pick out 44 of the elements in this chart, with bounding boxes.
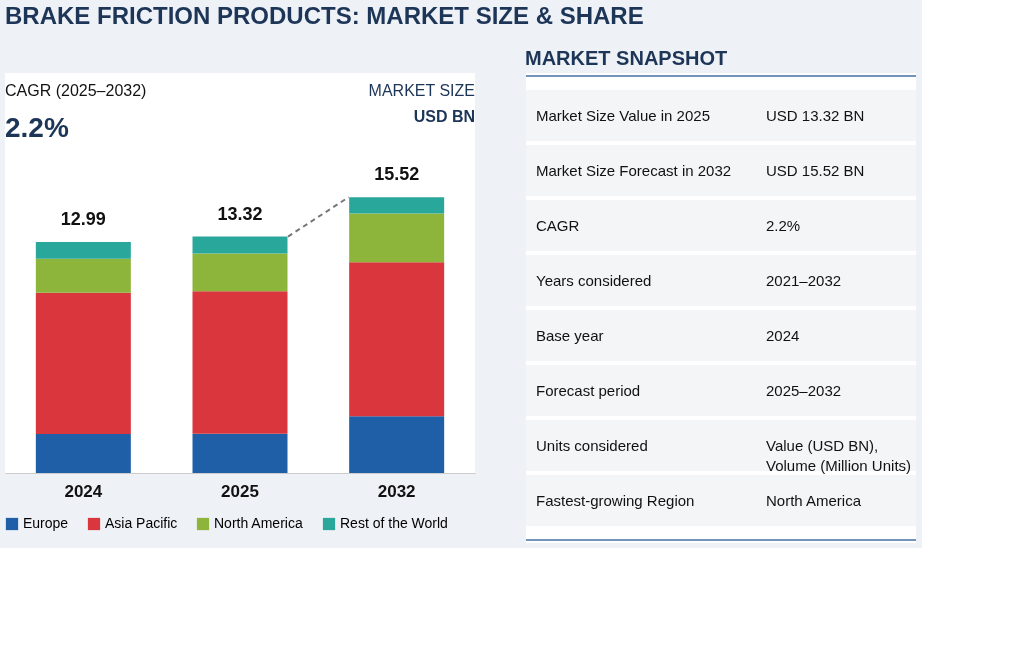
x-tick-label: 2025 xyxy=(221,481,259,501)
text: USD 15.52 BN xyxy=(766,161,865,179)
text: North America xyxy=(766,491,862,509)
legend-label: Europe xyxy=(23,515,69,531)
bar xyxy=(35,434,131,473)
bar xyxy=(192,433,288,473)
text: Market Size Forecast in 2032 xyxy=(536,161,732,179)
bar xyxy=(349,262,445,417)
annotation: 12.99 xyxy=(60,209,106,230)
text: 2024 xyxy=(766,326,800,344)
text: Value (USD BN), Volume (Million Units) xyxy=(766,436,912,474)
text: Base year xyxy=(536,326,604,344)
text: 2.2% xyxy=(5,112,69,143)
text: USD 13.32 BN xyxy=(766,106,865,124)
bar xyxy=(192,291,288,434)
bar xyxy=(35,258,131,293)
annotation: 13.32 xyxy=(217,203,263,224)
chart-title: BRAKE FRICTION PRODUCTS: MARKET SIZE & SHARE xyxy=(5,2,644,29)
text: Fastest-growing Region xyxy=(536,491,695,509)
text: MARKET SIZE xyxy=(368,82,475,99)
text: Units considered xyxy=(536,436,648,454)
bar xyxy=(192,236,288,254)
x-tick-label: 2024 xyxy=(64,481,103,501)
annotation: 15.52 xyxy=(374,164,420,185)
text: CAGR xyxy=(536,216,580,234)
legend-label: Rest of the World xyxy=(340,515,448,531)
bar xyxy=(349,416,445,473)
x-tick-label: 2032 xyxy=(377,481,416,501)
legend-label: North America xyxy=(214,515,303,531)
bar xyxy=(35,242,131,259)
text: Forecast period xyxy=(536,381,641,399)
bar xyxy=(349,213,445,263)
text: 2025–2032 xyxy=(766,381,842,399)
text: 2021–2032 xyxy=(766,271,842,289)
text: CAGR (2025–2032) xyxy=(5,82,147,99)
text: Market Size Value in 2025 xyxy=(536,106,710,124)
text: USD BN xyxy=(413,108,475,125)
bar xyxy=(349,197,445,214)
bar xyxy=(35,292,131,435)
text: Years considered xyxy=(536,271,652,289)
text: 2.2% xyxy=(766,216,801,234)
legend-label: Asia Pacific xyxy=(105,515,178,531)
bar xyxy=(192,253,288,292)
text: MARKET SNAPSHOT xyxy=(525,47,728,69)
